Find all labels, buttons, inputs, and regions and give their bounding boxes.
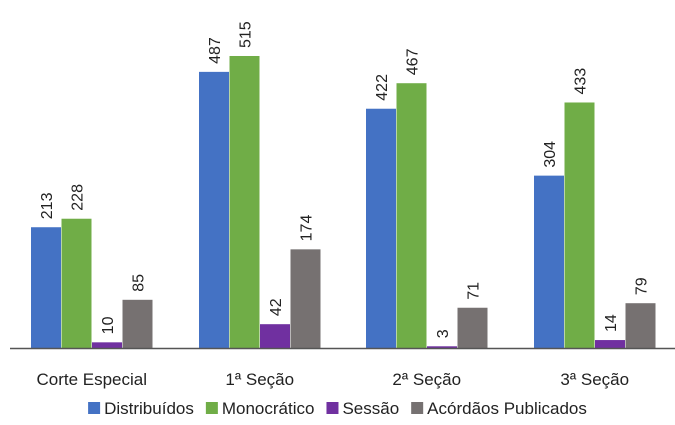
bars-group xyxy=(31,55,656,349)
data-label: 433 xyxy=(573,68,590,95)
data-label: 14 xyxy=(603,314,620,332)
bar xyxy=(122,299,153,348)
legend-swatch xyxy=(411,402,424,414)
bar xyxy=(61,218,92,348)
bar xyxy=(199,71,229,348)
bar xyxy=(564,102,595,348)
bar xyxy=(396,83,427,348)
bar xyxy=(260,324,290,348)
data-label: 467 xyxy=(405,48,422,75)
legend-label: Distribuídos xyxy=(104,399,194,418)
legend-label: Acórdãos Publicados xyxy=(427,399,587,418)
bar xyxy=(625,303,656,348)
x-tick-label: 2ª Seção xyxy=(392,370,461,389)
data-label: 174 xyxy=(299,215,316,242)
data-label: 42 xyxy=(268,298,285,316)
legend-item: Monocrático xyxy=(205,399,315,418)
legend-label: Sessão xyxy=(342,399,399,418)
x-tick-label: Corte Especial xyxy=(36,370,147,389)
data-label: 304 xyxy=(542,141,559,168)
data-label: 487 xyxy=(207,37,224,64)
data-label: 10 xyxy=(100,316,117,334)
legend-item: Sessão xyxy=(326,399,399,418)
bar xyxy=(457,307,488,348)
legend-swatch xyxy=(205,402,218,414)
bar xyxy=(92,342,122,348)
legend-label: Monocrático xyxy=(222,399,315,418)
data-label: 422 xyxy=(374,74,391,101)
bar xyxy=(427,346,457,348)
data-label: 85 xyxy=(131,274,148,292)
bar xyxy=(534,175,564,348)
data-label: 228 xyxy=(70,184,87,211)
data-labels-group: 213 228 10 85 487 515 42 174 422 467 3 71 304 433 14 79 xyxy=(39,21,651,338)
legend-swatch xyxy=(326,402,339,414)
x-tick-label: 3ª Seção xyxy=(560,370,629,389)
legend-item: Acórdãos Publicados xyxy=(411,399,587,418)
data-label: 213 xyxy=(39,192,56,219)
bar xyxy=(229,55,260,349)
data-label: 515 xyxy=(238,21,255,48)
data-label: 3 xyxy=(435,329,452,338)
bar xyxy=(595,340,625,348)
legend: Distribuídos Monocrático Sessão Acórdãos Pu… xyxy=(88,399,587,418)
x-tick-label: 1ª Seção xyxy=(225,370,294,389)
bar xyxy=(290,249,321,348)
bar xyxy=(31,227,61,348)
bar xyxy=(366,108,396,348)
x-tick-labels: Corte Especial 1ª Seção 2ª Seção 3ª Seção xyxy=(36,370,629,389)
data-label: 79 xyxy=(634,277,651,295)
legend-item: Distribuídos xyxy=(88,399,194,418)
data-label: 71 xyxy=(466,282,483,300)
legend-swatch xyxy=(88,402,101,414)
